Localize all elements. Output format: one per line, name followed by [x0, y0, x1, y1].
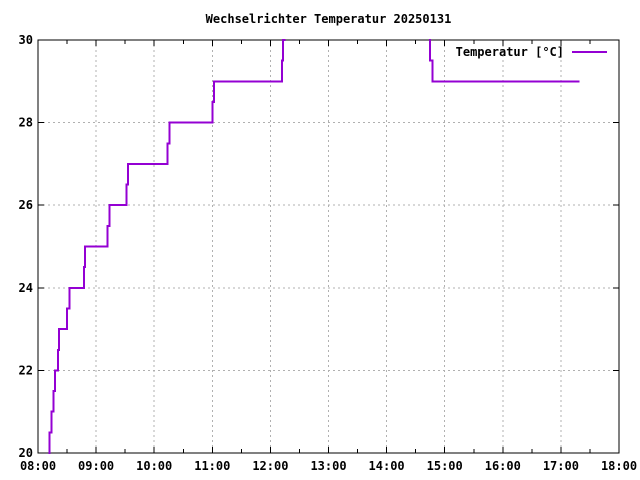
- x-tick-label: 18:00: [601, 459, 637, 473]
- y-tick-label: 26: [19, 198, 33, 212]
- y-tick-label: 28: [19, 116, 33, 130]
- chart-title: Wechselrichter Temperatur 20250131: [205, 12, 452, 26]
- y-tick-label: 24: [19, 281, 33, 295]
- y-tick-label: 20: [19, 446, 33, 460]
- series-line: [48, 39, 580, 454]
- legend: Temperatur [°C]: [456, 45, 607, 59]
- x-tick-label: 13:00: [310, 459, 346, 473]
- y-tick-label: 30: [19, 33, 33, 47]
- x-tick-label: 15:00: [427, 459, 463, 473]
- legend-label: Temperatur [°C]: [455, 45, 564, 59]
- plot-border: [37, 39, 620, 454]
- x-tick-label: 12:00: [252, 459, 288, 473]
- x-tick-label: 11:00: [194, 459, 230, 473]
- x-tick-label: 09:00: [78, 459, 114, 473]
- x-tick-label: 14:00: [369, 459, 405, 473]
- x-tick-label: 17:00: [543, 459, 579, 473]
- x-tick-label: 08:00: [20, 459, 56, 473]
- legend-line-sample: [572, 51, 607, 53]
- x-tick-label: 10:00: [136, 459, 172, 473]
- y-tick-label: 22: [19, 363, 33, 377]
- x-tick-label: 16:00: [485, 459, 521, 473]
